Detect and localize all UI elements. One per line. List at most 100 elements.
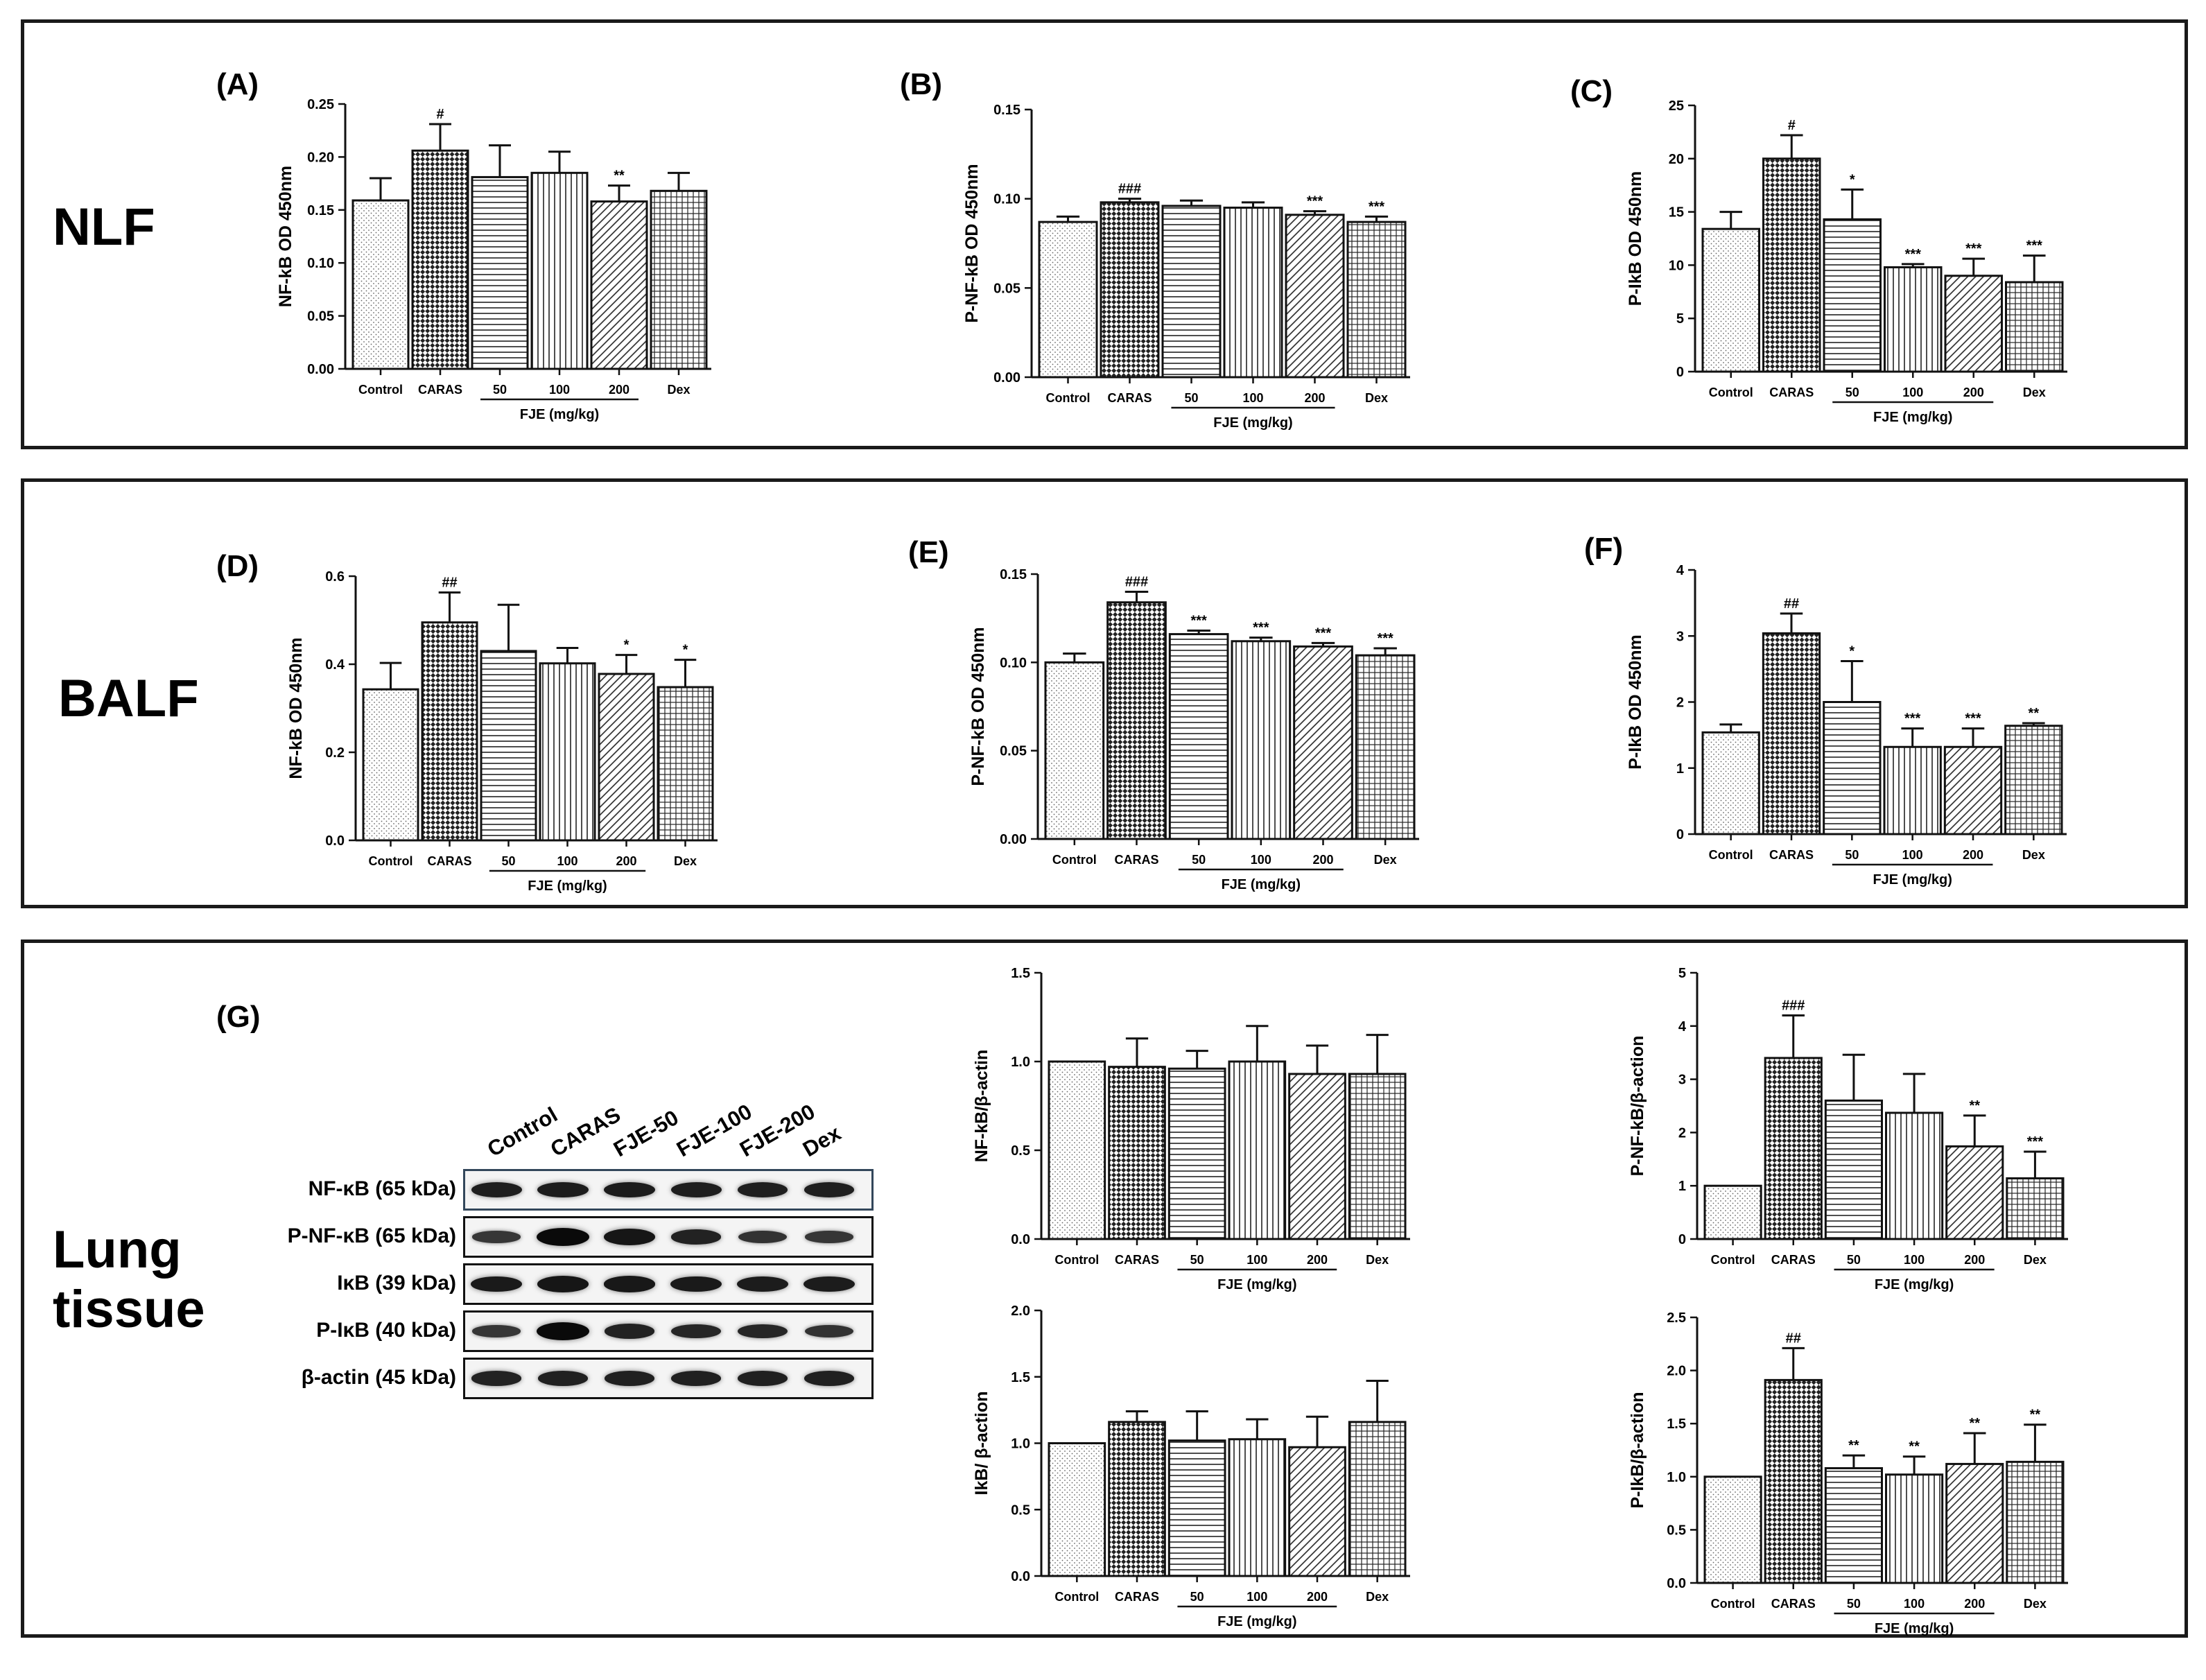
annotation-b-5: ***: [1369, 199, 1385, 214]
chart-a: Control # CARAS 50 100 ** 200 Dex 0.00 0.05 0.10 0.…: [241, 83, 746, 466]
errorbar-e-4: [1311, 641, 1335, 647]
bar-g4-2: [1824, 1467, 1884, 1584]
ylabel-c: P-IkB OD 450nm: [1626, 171, 1645, 306]
xtick-label-g3-3: 100: [1247, 1590, 1267, 1604]
xtick-label-g3-4: 200: [1307, 1590, 1328, 1604]
errorbar-d-5: [674, 659, 697, 688]
chart-g3: Control CARAS 50 100 200 Dex 0.0 0.5 1.0 1.5 2.0 Ik…: [937, 1290, 1445, 1673]
xtick-label-g3-5: Dex: [1366, 1590, 1389, 1604]
blot-band: [804, 1276, 855, 1292]
xtick-label-g1-0: Control: [1054, 1253, 1099, 1267]
annotation-g4-5: **: [2030, 1408, 2041, 1423]
blot-band: [738, 1324, 788, 1339]
errorbar-g3-1: [1125, 1410, 1149, 1422]
xtick-label-b-4: 200: [1304, 391, 1325, 405]
bar-a-4: [590, 200, 648, 370]
ytick-label-a-5: 0.25: [307, 97, 334, 112]
bar-g3-1: [1108, 1421, 1166, 1577]
group-xlabel-e: FJE (mg/kg): [1222, 877, 1301, 892]
xtick-label-b-2: 50: [1184, 391, 1198, 405]
errorbar-g1-1: [1125, 1037, 1149, 1067]
blot-band: [604, 1276, 655, 1292]
xtick-label-g1-3: 100: [1247, 1253, 1267, 1267]
blot-band: [804, 1182, 855, 1197]
bar-d-5: [657, 686, 714, 842]
chart-g4: Control ## CARAS ** 50 ** 100 ** 200 ** Dex 0.0 0.5 1…: [1593, 1297, 2103, 1680]
ytick-label-a-4: 0.20: [307, 150, 334, 165]
bar-g4-3: [1885, 1473, 1944, 1584]
errorbar-b-3: [1241, 201, 1265, 208]
annotation-c-2: *: [1850, 172, 1855, 187]
errorbar-b-4: [1303, 210, 1327, 215]
ytick-label-c-4: 20: [1669, 152, 1684, 167]
annotation-f-3: ***: [1904, 711, 1921, 727]
ytick-label-a-1: 0.05: [307, 309, 334, 324]
errorbar-f-4: [1961, 727, 1985, 747]
bar-c-0: [1701, 227, 1760, 373]
errorbar-g2-3: [1902, 1073, 1926, 1113]
xtick-label-g4-3: 100: [1904, 1597, 1925, 1611]
annotation-d-5: *: [683, 643, 688, 658]
ytick-label-g1-3: 1.5: [1011, 966, 1030, 981]
ytick-label-f-3: 3: [1676, 629, 1684, 644]
ytick-label-a-3: 0.15: [307, 203, 334, 218]
bar-g2-4: [1945, 1145, 2004, 1240]
annotation-a-4: **: [614, 168, 625, 184]
xtick-label-c-1: CARAS: [1769, 386, 1814, 399]
bar-b-4: [1285, 214, 1345, 379]
xtick-label-g2-0: Control: [1711, 1253, 1755, 1267]
xtick-label-a-3: 100: [549, 383, 570, 397]
ytick-label-a-0: 0.00: [307, 362, 334, 377]
bar-b-3: [1223, 207, 1283, 379]
ytick-label-g3-2: 1.0: [1011, 1437, 1030, 1452]
xtick-label-e-3: 100: [1251, 853, 1271, 867]
ytick-label-g2-4: 4: [1678, 1019, 1687, 1034]
xtick-label-d-2: 50: [501, 854, 515, 868]
blot-row: [463, 1358, 874, 1399]
ylabel-a: NF-kB OD 450nm: [276, 166, 295, 307]
blot-band: [670, 1371, 722, 1386]
ytick-label-g1-1: 0.5: [1011, 1143, 1030, 1159]
errorbar-g3-5: [1366, 1379, 1389, 1422]
errorbar-b-5: [1364, 215, 1389, 223]
annotation-e-3: ***: [1253, 621, 1269, 636]
chart-c: Control # CARAS * 50 *** 100 *** 200 *** Dex 0 5 10 15…: [1591, 85, 2102, 469]
annotation-a-1: #: [436, 107, 444, 122]
xtick-label-f-4: 200: [1963, 848, 1983, 862]
chart-e-svg: Control ### CARAS *** 50 *** 100 *** 200 *** Dex 0.…: [969, 567, 1419, 892]
annotation-b-1: ###: [1118, 182, 1141, 197]
ylabel-g4: P-IkB/β-action: [1628, 1392, 1647, 1508]
group-xlabel-b: FJE (mg/kg): [1213, 415, 1292, 431]
bar-c-5: [2005, 281, 2064, 373]
xtick-label-g4-5: Dex: [2024, 1597, 2047, 1611]
ytick-label-c-3: 15: [1669, 205, 1684, 220]
xtick-label-g4-1: CARAS: [1771, 1597, 1816, 1611]
bar-a-2: [471, 175, 529, 370]
bar-g1-4: [1288, 1073, 1346, 1240]
annotation-g2-4: **: [1969, 1098, 1980, 1114]
blot-row-label: NF-κB (65 kDa): [308, 1177, 456, 1200]
errorbar-g4-2: [1842, 1454, 1866, 1469]
ylabel-g2: P-NF-kB/β-action: [1628, 1036, 1647, 1177]
bar-f-5: [2004, 725, 2063, 835]
annotation-f-1: ##: [1784, 596, 1799, 612]
chart-b: Control ### CARAS 50 100 *** 200 *** Dex 0.00 0.05…: [928, 89, 1445, 474]
blot-row-label: β-actin (45 kDa): [301, 1366, 456, 1389]
bar-g3-5: [1348, 1421, 1407, 1577]
errorbar-g4-3: [1902, 1455, 1926, 1475]
annotation-c-5: ***: [2026, 239, 2043, 254]
chart-d: Control ## CARAS 50 100 * 200 * Dex 0.0 0.2 0.4 0.6 N…: [252, 555, 752, 937]
bar-e-2: [1168, 633, 1229, 840]
errorbar-g3-4: [1305, 1415, 1329, 1448]
ytick-label-g3-0: 0.0: [1011, 1569, 1030, 1584]
annotation-f-5: **: [2029, 706, 2040, 721]
bar-b-1: [1100, 201, 1160, 379]
chart-c-svg: Control # CARAS * 50 *** 100 *** 200 *** Dex 0 5 10 15…: [1626, 98, 2067, 425]
xtick-label-d-0: Control: [369, 854, 413, 868]
ytick-label-b-0: 0.00: [993, 370, 1021, 386]
annotation-b-4: ***: [1307, 194, 1323, 209]
annotation-g4-2: **: [1848, 1438, 1859, 1453]
section-label-lung-tissue: Lung tissue: [53, 1220, 205, 1339]
xtick-label-e-4: 200: [1312, 853, 1333, 867]
bar-d-3: [539, 662, 596, 842]
